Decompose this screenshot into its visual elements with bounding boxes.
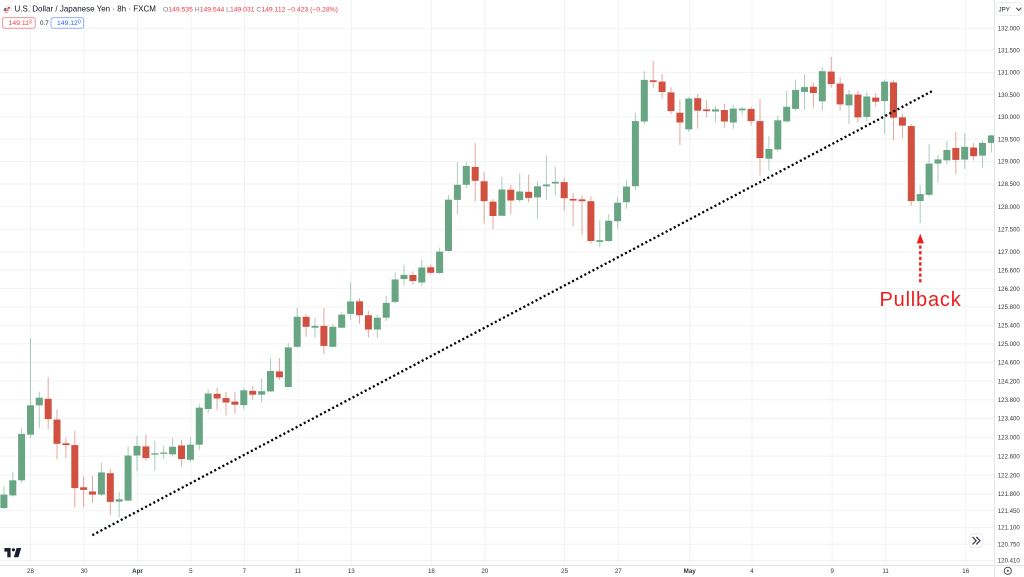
svg-text:128.000: 128.000 (998, 204, 1021, 211)
svg-text:122.200: 122.200 (998, 472, 1021, 479)
svg-text:125.000: 125.000 (998, 341, 1021, 348)
svg-text:129.000: 129.000 (998, 159, 1021, 166)
svg-text:122.600: 122.600 (998, 453, 1021, 460)
svg-text:25: 25 (561, 568, 568, 575)
svg-text:28: 28 (27, 568, 34, 575)
svg-text:U.S. Dollar / Japanese Yen · 8: U.S. Dollar / Japanese Yen · 8h · FXCM (15, 5, 157, 14)
svg-text:4: 4 (750, 568, 754, 575)
svg-text:7: 7 (243, 568, 247, 575)
svg-text:11: 11 (295, 568, 302, 575)
svg-text:JPY: JPY (999, 6, 1010, 13)
svg-text:128.500: 128.500 (998, 181, 1021, 188)
svg-text:Apr: Apr (132, 568, 143, 575)
svg-text:126.600: 126.600 (998, 268, 1021, 275)
svg-text:124.600: 124.600 (998, 360, 1021, 367)
svg-text:125.800: 125.800 (998, 304, 1021, 311)
svg-text:27: 27 (615, 568, 622, 575)
svg-text:123.800: 123.800 (998, 397, 1021, 404)
svg-text:149.113: 149.113 (9, 20, 32, 28)
svg-text:0.7: 0.7 (40, 20, 49, 27)
svg-text:149.120: 149.120 (57, 20, 81, 28)
svg-text:30: 30 (81, 568, 88, 575)
svg-text:123.400: 123.400 (998, 416, 1021, 423)
svg-text:11: 11 (882, 568, 889, 575)
svg-text:O149.535 H149.544 L149.031 C14: O149.535 H149.544 L149.031 C149.112 −0.4… (163, 6, 338, 13)
svg-text:121.100: 121.100 (998, 525, 1021, 532)
svg-text:120.410: 120.410 (998, 558, 1021, 565)
svg-text:Pullback: Pullback (880, 289, 962, 311)
svg-text:121.450: 121.450 (998, 508, 1021, 515)
svg-text:13: 13 (348, 568, 355, 575)
svg-text:May: May (684, 568, 697, 575)
svg-text:18: 18 (428, 568, 435, 575)
svg-text:126.200: 126.200 (998, 286, 1021, 293)
svg-text:20: 20 (481, 568, 488, 575)
svg-text:132.000: 132.000 (998, 26, 1021, 33)
svg-text:125.400: 125.400 (998, 323, 1021, 330)
svg-text:5: 5 (189, 568, 193, 575)
svg-text:127.000: 127.000 (998, 249, 1021, 256)
svg-text:120.750: 120.750 (998, 541, 1021, 548)
svg-text:130.500: 130.500 (998, 92, 1021, 99)
svg-text:131.500: 131.500 (998, 48, 1021, 55)
svg-text:124.200: 124.200 (998, 378, 1021, 385)
svg-text:131.000: 131.000 (998, 70, 1021, 77)
svg-text:130.000: 130.000 (998, 114, 1021, 121)
svg-text:123.000: 123.000 (998, 435, 1021, 442)
svg-text:16: 16 (962, 568, 969, 575)
svg-text:9: 9 (830, 568, 834, 575)
svg-text:121.800: 121.800 (998, 491, 1021, 498)
svg-text:129.500: 129.500 (998, 136, 1021, 143)
svg-text:127.500: 127.500 (998, 227, 1021, 234)
